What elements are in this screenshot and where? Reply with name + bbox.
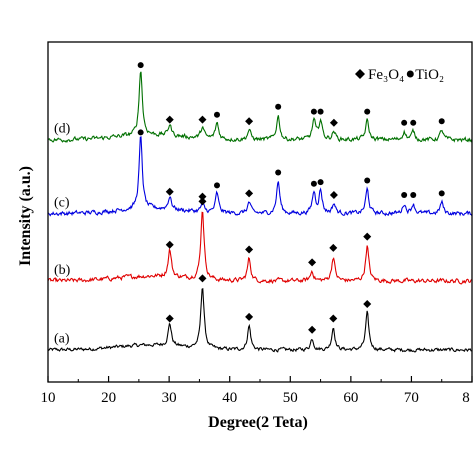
- fe3o4-marker-0-4: [329, 314, 338, 323]
- fe3o4-marker-1-3: [308, 258, 317, 267]
- series-line-1: [47, 211, 472, 285]
- fe3o4-marker-2-1: [165, 187, 174, 196]
- tio2-marker-3-10: [401, 119, 408, 126]
- series-line-0: [47, 287, 472, 353]
- fe3o4-marker-1-0: [165, 240, 174, 249]
- fe3o4-marker-2-8: [329, 190, 338, 199]
- fe3o4-marker-3-8: [329, 118, 338, 127]
- tio2-marker-2-12: [438, 190, 445, 197]
- x-tick-label-0: 10: [41, 390, 56, 406]
- fe3o4-marker-3-1: [165, 115, 174, 124]
- x-tick-label-7: 8: [462, 390, 470, 406]
- x-axis-title: Degree(2 Teta): [208, 414, 308, 431]
- x-tick-label-1: 20: [101, 390, 116, 406]
- tio2-marker-2-10: [401, 191, 408, 198]
- legend-diamond-icon: [355, 69, 365, 79]
- series-curves: [47, 71, 473, 353]
- tio2-marker-2-9: [364, 177, 371, 184]
- x-tick-label-2: 30: [162, 390, 177, 406]
- fe3o4-marker-0-0: [165, 314, 174, 323]
- tio2-marker-2-0: [137, 129, 144, 136]
- fe3o4-marker-0-5: [363, 300, 372, 309]
- x-tick-label-5: 60: [343, 390, 358, 406]
- legend-label: Fe₃O₄: [368, 67, 404, 83]
- fe3o4-marker-2-4: [245, 189, 254, 198]
- tio2-marker-3-9: [364, 108, 371, 115]
- fe3o4-marker-0-1: [198, 274, 207, 283]
- tio2-marker-3-5: [275, 103, 282, 110]
- tio2-marker-3-11: [410, 119, 417, 126]
- tio2-marker-2-7: [317, 179, 324, 186]
- tio2-marker-3-6: [310, 108, 317, 115]
- fe3o4-marker-1-5: [363, 232, 372, 241]
- tio2-marker-2-5: [275, 169, 282, 176]
- tio2-marker-3-0: [137, 62, 144, 69]
- fe3o4-marker-2-2: [198, 192, 207, 201]
- fe3o4-marker-1-2: [245, 245, 254, 254]
- legend-circle-icon: [406, 70, 414, 78]
- fe3o4-marker-1-1: [198, 197, 207, 206]
- x-tick-label-4: 50: [283, 390, 298, 406]
- series-label-2: (c): [54, 195, 70, 210]
- series-line-3: [47, 71, 473, 144]
- y-axis-title: Intensity (a.u.): [17, 166, 34, 266]
- series-label-0: (a): [54, 332, 70, 347]
- legend-label-2: TiO₂: [415, 67, 444, 83]
- tio2-marker-2-3: [213, 182, 220, 189]
- series-labels: (a) (b) (c) (d): [54, 122, 71, 347]
- tio2-marker-3-12: [438, 118, 445, 125]
- x-tick-label-6: 70: [404, 390, 419, 406]
- tio2-marker-2-11: [410, 191, 417, 198]
- x-ticks: 10 20 30 40 50 60 70 8: [41, 376, 473, 406]
- series-label-3: (d): [54, 122, 71, 137]
- fe3o4-marker-3-4: [245, 117, 254, 126]
- fe3o4-marker-0-3: [308, 325, 317, 334]
- tio2-marker-3-7: [317, 108, 324, 115]
- fe3o4-marker-0-2: [245, 312, 254, 321]
- fe3o4-marker-1-4: [329, 243, 338, 252]
- x-tick-label-3: 40: [222, 390, 237, 406]
- series-label-1: (b): [54, 263, 71, 278]
- fe3o4-marker-3-2: [198, 115, 207, 124]
- series-line-2: [47, 136, 473, 217]
- tio2-marker-2-6: [310, 180, 317, 187]
- tio2-marker-3-3: [213, 111, 220, 118]
- peak-markers: [137, 62, 445, 334]
- legend: Fe₃O₄ TiO₂: [355, 67, 444, 83]
